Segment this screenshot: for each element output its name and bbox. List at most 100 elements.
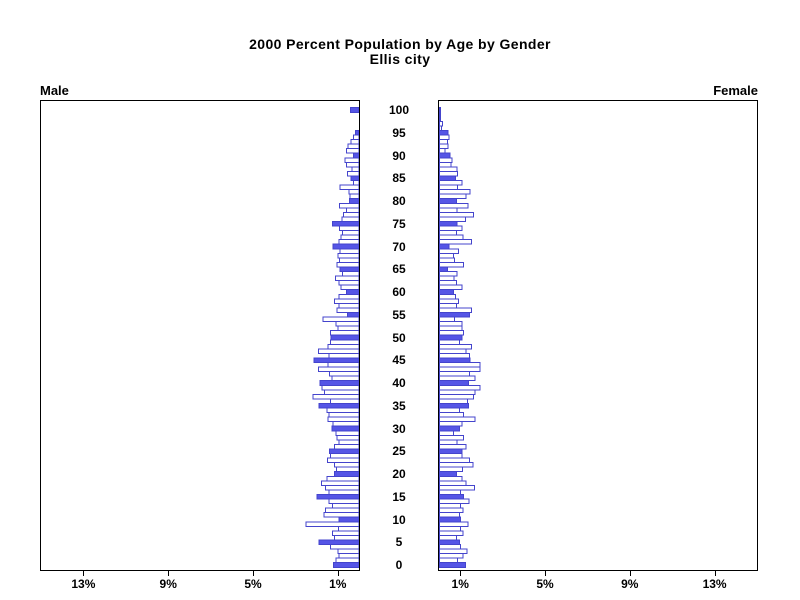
male-pct-tick-label-13: 13% <box>71 577 96 591</box>
bar-female-age-46 <box>439 352 471 359</box>
bar-female-age-3 <box>439 548 468 555</box>
bar-female-age-85 <box>439 175 456 182</box>
bar-male-age-12 <box>325 507 359 514</box>
bar-female-age-78 <box>439 207 458 213</box>
bar-female-age-53 <box>439 321 463 327</box>
bar-male-age-44 <box>327 362 359 368</box>
bar-male-age-23 <box>326 457 359 464</box>
bar-female-age-41 <box>439 375 476 382</box>
bar-male-age-60 <box>345 289 359 295</box>
bar-male-age-8 <box>337 525 359 532</box>
bar-male-age-49 <box>329 339 359 345</box>
female-pct-tick-label-13: 13% <box>702 577 727 591</box>
bar-female-age-95 <box>439 129 449 136</box>
bar-male-age-50 <box>330 334 359 341</box>
bar-female-age-17 <box>439 484 475 491</box>
bar-male-age-86 <box>346 170 359 177</box>
bar-female-age-81 <box>439 193 467 200</box>
bar-female-age-24 <box>439 453 463 459</box>
bar-male-age-56 <box>336 307 359 313</box>
bar-female-age-62 <box>439 280 457 286</box>
bar-male-age-88 <box>346 161 359 168</box>
age-tick-label-80: 80 <box>392 194 406 208</box>
bar-male-age-34 <box>326 407 359 414</box>
bar-female-age-76 <box>439 216 466 222</box>
bar-female-age-60 <box>439 289 454 295</box>
age-tick-label-70: 70 <box>392 239 406 254</box>
bar-female-age-59 <box>439 293 456 300</box>
bar-male-age-91 <box>345 148 359 154</box>
bar-male-age-68 <box>337 252 359 259</box>
bar-female-age-45 <box>439 357 471 364</box>
age-tick-label-20: 20 <box>392 467 406 481</box>
bar-male-age-64 <box>342 271 359 277</box>
bar-male-age-5 <box>318 539 359 546</box>
bar-male-age-65 <box>339 266 359 273</box>
male-pct-tick-13 <box>83 571 85 576</box>
bar-female-age-65 <box>439 266 448 273</box>
bar-female-age-22 <box>439 462 474 468</box>
bar-male-age-27 <box>338 439 359 445</box>
bar-male-age-93 <box>350 139 359 145</box>
bar-female-age-52 <box>439 325 463 332</box>
bar-female-age-38 <box>439 389 476 395</box>
male-pct-tick-label-5: 5% <box>244 577 262 591</box>
bar-male-age-92 <box>347 143 359 150</box>
bar-female-age-90 <box>439 152 451 159</box>
bar-female-age-67 <box>439 257 455 263</box>
female-pct-tick-9 <box>629 571 631 576</box>
bar-male-age-61 <box>340 284 359 291</box>
bar-male-age-26 <box>334 443 359 450</box>
bar-female-age-44 <box>439 362 481 368</box>
bar-male-age-37 <box>312 393 359 400</box>
bar-female-age-7 <box>439 530 464 536</box>
bar-female-age-71 <box>439 239 473 245</box>
female-panel-frame <box>438 100 758 571</box>
female-pct-tick-label-9: 9% <box>621 577 639 591</box>
bar-female-age-54 <box>439 316 455 323</box>
age-tick-label-85: 85 <box>392 171 406 186</box>
bar-female-age-37 <box>439 393 474 400</box>
male-pct-tick-5 <box>253 571 254 576</box>
bar-male-age-0 <box>333 562 359 568</box>
bar-male-age-53 <box>335 321 359 327</box>
bar-male-age-67 <box>338 257 359 263</box>
bar-female-age-87 <box>439 166 458 172</box>
age-tick-label-40: 40 <box>392 376 406 390</box>
bar-male-age-55 <box>347 311 359 318</box>
bar-male-age-3 <box>337 548 359 555</box>
bar-female-age-4 <box>439 544 462 550</box>
bar-female-age-86 <box>439 170 459 177</box>
bar-male-age-13 <box>331 503 359 509</box>
bar-male-age-38 <box>324 389 359 395</box>
bar-female-age-56 <box>439 307 473 313</box>
bar-male-age-52 <box>337 325 359 332</box>
bar-female-age-97 <box>439 120 444 127</box>
bar-male-age-73 <box>342 230 359 236</box>
bar-male-age-16 <box>328 489 359 495</box>
bar-male-age-63 <box>334 275 359 282</box>
bar-male-age-87 <box>351 166 359 172</box>
chart-title: 2000 Percent Population by Age by Gender <box>249 36 551 52</box>
bar-male-age-76 <box>341 216 359 222</box>
bar-male-age-90 <box>352 152 359 159</box>
bar-female-age-11 <box>439 512 461 518</box>
bar-female-age-16 <box>439 489 462 495</box>
bar-female-age-28 <box>439 434 465 441</box>
bar-male-age-20 <box>334 471 359 477</box>
bar-male-age-30 <box>331 425 359 432</box>
male-bars-plot <box>305 107 359 568</box>
bar-male-age-75 <box>331 220 359 227</box>
female-pct-tick-label-1: 1% <box>451 577 469 591</box>
bar-male-age-84 <box>352 180 359 186</box>
bar-female-age-64 <box>439 271 458 277</box>
age-tick-label-30: 30 <box>392 421 406 436</box>
bar-male-age-25 <box>329 448 359 455</box>
bar-female-age-72 <box>439 234 464 241</box>
age-tick-label-75: 75 <box>392 216 406 231</box>
bar-male-age-72 <box>340 234 359 241</box>
bar-male-age-54 <box>322 316 359 323</box>
bar-male-age-39 <box>321 384 359 391</box>
age-tick-label-25: 25 <box>392 444 406 459</box>
